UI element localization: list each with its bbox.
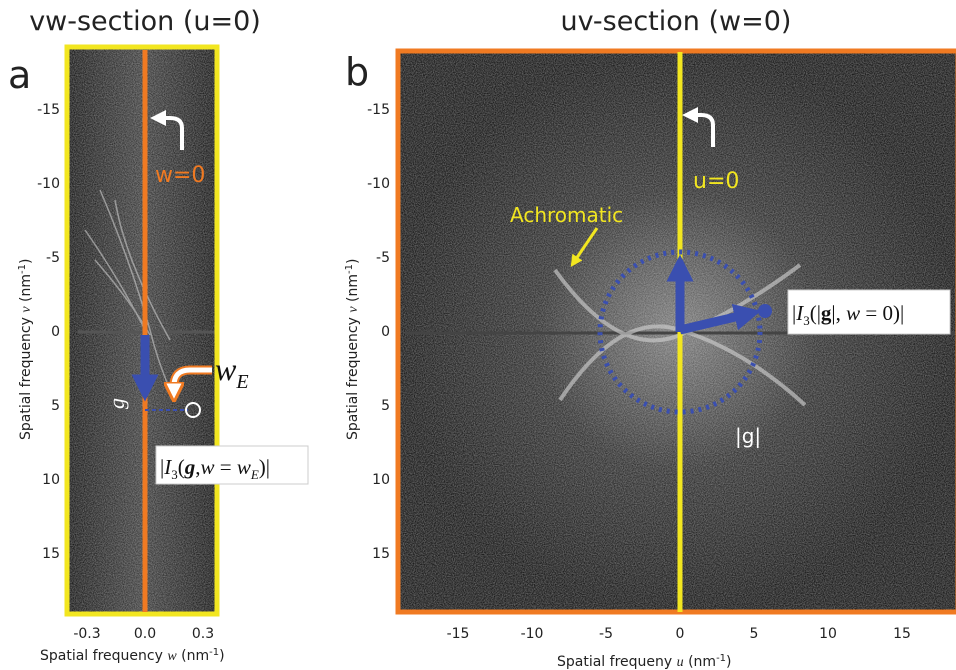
f: E [250,467,259,482]
x-tick-label: 15 [893,626,911,642]
y-tick-label: -5 [376,250,390,266]
y-label: Spatial frequency v (nm-1) [344,259,361,440]
y-tick-label: -5 [46,250,60,266]
x-tick-label: 0 [676,626,685,642]
line-label: w=0 [155,163,205,188]
panel-b: uv-section (w=0) b u=0 Achromatic |g| |I… [344,6,956,670]
panel-letter: b [345,50,369,94]
f: w [846,301,860,325]
dot [758,304,772,318]
f: w [200,455,214,479]
t: Spatial frequency [40,648,167,664]
t: (nm [684,654,716,670]
x-tick-label: 0.3 [192,626,214,642]
t: Spatial frequency [18,313,34,440]
y-label: Spatial frequency v (nm-1) [17,259,34,440]
panel-title: vw-section (u=0) [29,6,261,37]
t: ) [726,654,731,670]
f: )| [259,455,270,479]
panel-letter: a [8,53,31,97]
t: Spatial frequency [345,313,361,440]
f: |, [831,301,846,325]
formula: |I3(|g|, w = 0)| [792,301,904,328]
y-tick-label: 5 [381,398,390,414]
energy-label: wE [215,351,249,393]
panel-a: vw-section (u=0) a w=0 g wE |I3(g,w = wE… [8,6,308,664]
t: -1 [716,653,726,664]
f: = 0)| [860,301,904,325]
line-label: u=0 [693,169,739,194]
vector-label: g [104,398,129,409]
t: -1 [17,264,28,274]
y-tick-label: 15 [372,546,390,562]
t: ) [18,259,34,264]
x-tick-label: -5 [599,626,613,642]
t: (nm [345,274,361,306]
y-tick-label: 5 [51,398,60,414]
f: g [821,301,832,325]
y-tick-label: -15 [37,102,60,118]
y-tick-label: -15 [367,102,390,118]
t: ) [345,259,361,264]
x-tick-label: -10 [521,626,544,642]
f: w [237,455,251,479]
y-tick-label: 15 [42,546,60,562]
x-tick-label: -0.3 [73,626,100,642]
y-tick-label: 0 [381,324,390,340]
t: -1 [344,264,355,274]
var: w [215,351,237,387]
t: (nm [177,648,209,664]
figure: vw-section (u=0) a w=0 g wE |I3(g,w = wE… [0,0,956,670]
f: = [214,455,236,479]
y-tick-label: 0 [51,324,60,340]
panel-title: uv-section (w=0) [561,6,792,37]
t: ) [219,648,224,664]
x-tick-label: 10 [819,626,837,642]
y-tick-label: -10 [367,176,390,192]
x-tick-label: 0.0 [134,626,156,642]
t: -1 [209,647,219,658]
f: (| [810,301,821,325]
x-label: Spatial frequency w (nm-1) [40,647,225,664]
sub: E [235,371,248,393]
t: u [677,655,684,670]
y-tick-label: 10 [372,472,390,488]
t: Spatial frequeny [557,654,677,670]
y-tick-label: -10 [37,176,60,192]
t: (nm [18,274,34,306]
f: ( [178,455,185,479]
x-tick-label: -15 [447,626,470,642]
achromatic-label: Achromatic [510,203,623,227]
x-tick-label: 5 [750,626,759,642]
radius-label: |g| [735,424,761,448]
y-tick-label: 10 [42,472,60,488]
x-label: Spatial frequeny u (nm-1) [557,653,732,670]
f: g [184,455,196,479]
